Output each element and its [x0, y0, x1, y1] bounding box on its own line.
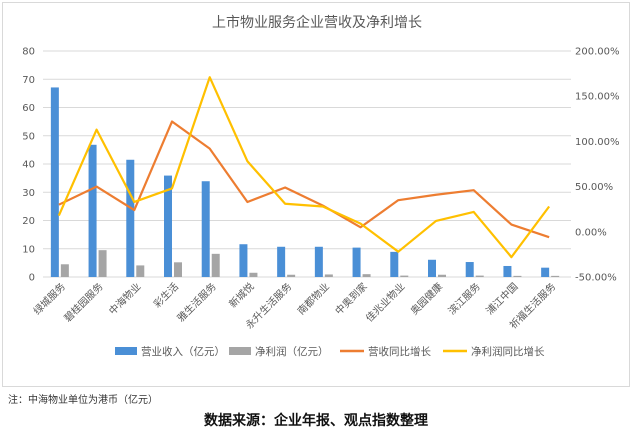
x-category-label: 雅生活服务 [174, 280, 219, 325]
y-right-tick-label: 50.00% [575, 182, 613, 193]
y-left-tick-label: 70 [22, 75, 35, 86]
bar-revenue [239, 244, 248, 277]
bar-net-profit [60, 264, 69, 277]
bar-net-profit [136, 265, 145, 277]
bar-revenue [126, 159, 135, 277]
bar-revenue [503, 265, 512, 277]
x-category-label: 绿城服务 [31, 280, 68, 317]
bar-revenue [390, 251, 399, 277]
chart-title: 上市物业服务企业营收及净利增长 [212, 14, 422, 31]
x-category-label: 浦江中国 [483, 280, 520, 317]
bar-net-profit [362, 274, 371, 277]
legend-revenue-label: 营业收入（亿元） [141, 345, 225, 358]
x-category-label: 彩生活 [151, 280, 181, 310]
y-right-tick-label: 0.00% [575, 227, 607, 238]
legend-net-profit-label: 净利润（亿元） [255, 345, 329, 358]
bar-net-profit [400, 275, 409, 277]
bar-revenue [50, 87, 59, 277]
y-right-tick-label: -50.00% [575, 273, 617, 284]
x-category-label: 碧桂园服务 [61, 280, 106, 325]
x-category-label: 佳兆业物业 [363, 280, 408, 325]
bar-net-profit [475, 275, 484, 277]
bar-net-profit [438, 274, 446, 277]
y-right-tick-label: 100.00% [575, 137, 620, 148]
bar-net-profit [324, 274, 333, 277]
bar-net-profit [513, 275, 522, 277]
y-right-tick-label: 150.00% [575, 92, 620, 103]
bar-revenue [201, 181, 210, 277]
x-category-label: 新城悦 [226, 280, 256, 310]
legend-profit-growth-label: 净利润同比增长 [471, 345, 545, 358]
x-category-label: 中奥到家 [332, 280, 369, 317]
chart-svg: 上市物业服务企业营收及净利增长 0 10 20 30 40 50 60 70 80 -50.00% 0… [22, 14, 620, 358]
y-left-tick-label: 0 [29, 273, 35, 284]
bar-net-profit [287, 274, 296, 277]
bar-revenue [314, 246, 323, 277]
y-right-tick-label: 200.00% [575, 47, 620, 58]
x-category-label: 中海物业 [106, 280, 143, 317]
y-left-tick-label: 10 [22, 244, 35, 255]
x-category-label: 滨江服务 [445, 280, 482, 317]
bar-revenue [352, 247, 361, 277]
bar-revenue [164, 175, 172, 277]
legend-revenue-growth-label: 营收同比增长 [368, 345, 431, 358]
bar-revenue [428, 259, 436, 277]
y-left-tick-label: 30 [22, 188, 35, 199]
bar-revenue [88, 144, 97, 277]
bar-revenue [465, 262, 474, 277]
chart-container: 上市物业服务企业营收及净利增长 0 10 20 30 40 50 60 70 80 -50.00% 0… [2, 2, 630, 387]
bar-net-profit [98, 250, 107, 277]
bar-revenue [277, 246, 286, 277]
line-revenue-growth [58, 120, 550, 239]
bar-net-profit [174, 262, 182, 277]
y-left-tick-label: 60 [22, 103, 35, 114]
line-profit-growth [57, 76, 551, 259]
bar-revenue [541, 267, 550, 277]
y-left-tick-label: 50 [22, 131, 35, 142]
footnote: 注：中海物业单位为港币（亿元） [8, 395, 158, 406]
y-left-tick-label: 80 [22, 47, 35, 58]
source-caption: 数据来源：企业年报、观点指数整理 [204, 413, 428, 429]
bar-net-profit [551, 275, 560, 277]
y-left-tick-label: 40 [22, 160, 35, 171]
y-left-tick-label: 20 [22, 216, 35, 227]
legend-net-profit-swatch [229, 347, 251, 355]
x-category-label: 奥园健康 [408, 280, 445, 317]
bar-net-profit [211, 253, 220, 277]
bar-net-profit [249, 272, 258, 277]
x-category-label: 南都物业 [295, 280, 332, 317]
legend-revenue-swatch [115, 347, 137, 355]
